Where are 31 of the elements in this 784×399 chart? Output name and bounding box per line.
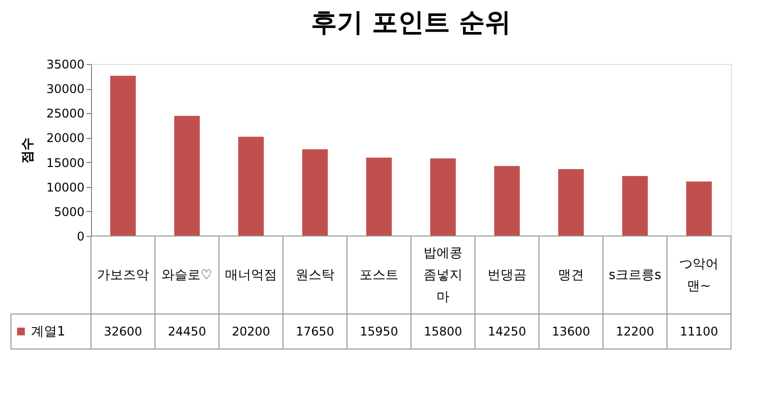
chart-title: 후기 포인트 순위 xyxy=(310,8,512,38)
data-label: 11100 xyxy=(680,324,718,338)
x-tick-label: つ악어맨~ xyxy=(680,257,718,294)
y-tick-label: 25000 xyxy=(46,106,84,121)
y-tick-label: 35000 xyxy=(46,58,84,72)
data-label: 32600 xyxy=(104,324,142,338)
x-tick-label: 포스트 xyxy=(360,268,398,283)
x-tick-label: 맹견 xyxy=(558,268,584,283)
data-label: 13600 xyxy=(552,324,590,338)
y-axis-title: 점수 xyxy=(20,138,36,164)
data-label: 24450 xyxy=(168,324,206,338)
x-tick-label: 가보즈악 xyxy=(97,268,149,283)
x-tick-label: 밥에콩좀넣지마 xyxy=(424,246,462,305)
y-tick-label: 20000 xyxy=(46,131,84,146)
y-tick-label: 30000 xyxy=(46,82,84,96)
y-tick-label: 10000 xyxy=(46,180,84,194)
x-tick-label: 번댕곰 xyxy=(488,268,526,283)
x-tick-label: 매너억점 xyxy=(225,268,277,283)
data-label: 12200 xyxy=(616,324,654,338)
data-label: 15950 xyxy=(360,324,398,338)
y-tick-label: 5000 xyxy=(54,204,84,219)
legend-label: 계열1 xyxy=(31,324,66,340)
data-label: 20200 xyxy=(232,324,270,338)
y-tick-label: 0 xyxy=(76,230,84,244)
x-tick-label: 와슬로♡ xyxy=(162,268,212,283)
data-label: 15800 xyxy=(424,324,462,338)
y-tick-label: 15000 xyxy=(46,156,84,170)
x-tick-label: s크르릉s xyxy=(608,268,662,283)
data-label: 17650 xyxy=(296,324,334,338)
data-label: 14250 xyxy=(488,324,526,338)
x-tick-label: 원스탁 xyxy=(296,268,334,283)
